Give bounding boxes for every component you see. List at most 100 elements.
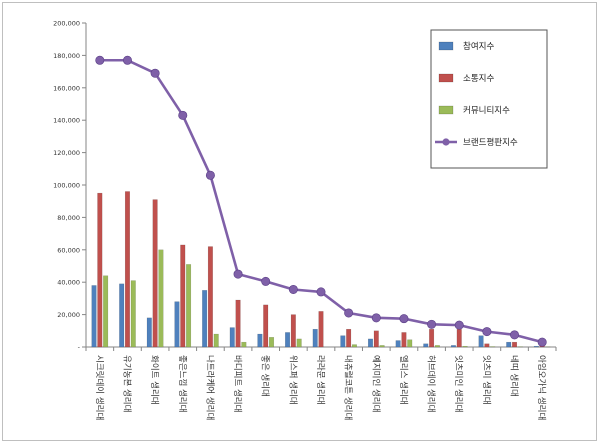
- bar-1: [285, 332, 291, 348]
- x-category-label: 좋은 생리대: [260, 355, 271, 397]
- line-point: [344, 308, 354, 318]
- bar-3: [434, 345, 440, 348]
- bar-3: [158, 249, 164, 348]
- bar-3: [462, 345, 468, 348]
- y-tick-label: 160,000: [53, 84, 80, 92]
- bar-2: [456, 328, 462, 348]
- x-category-label: 엘리스 생리대: [398, 355, 409, 405]
- bar-2: [180, 244, 186, 348]
- x-category-label: 좋은느낌 생리대: [177, 355, 188, 412]
- bar-3: [269, 337, 275, 348]
- legend-swatch: [438, 105, 454, 115]
- bar-2: [263, 304, 269, 348]
- y-tick-label: 120,000: [53, 149, 80, 157]
- y-tick-label: 140,000: [53, 117, 80, 125]
- bar-2: [512, 341, 518, 348]
- line-point: [150, 68, 160, 78]
- line-point: [454, 320, 464, 330]
- legend-label: 참여지수: [463, 41, 494, 52]
- bar-1: [478, 335, 484, 348]
- bar-1: [174, 301, 180, 348]
- legend-swatch: [438, 41, 454, 51]
- bar-2: [373, 330, 379, 348]
- line-point: [178, 110, 188, 120]
- line-point: [427, 319, 437, 329]
- bar-2: [97, 192, 103, 348]
- legend-box: [430, 29, 548, 169]
- legend-label: 소통지수: [463, 74, 494, 84]
- bar-3: [296, 338, 302, 348]
- bar-1: [202, 290, 208, 348]
- x-category-label: 잇츠미인 생리대: [453, 355, 464, 412]
- bar-1: [312, 328, 318, 348]
- x-category-label: 유기농본 생리대: [121, 355, 132, 412]
- x-category-label: 네띠 생리대: [509, 355, 520, 397]
- line-point: [371, 313, 381, 323]
- bar-1: [146, 317, 152, 348]
- x-category-label: 예지미인 생리대: [370, 355, 381, 412]
- x-category-label: 시크릿데이 생리대: [94, 355, 105, 420]
- bar-1: [423, 343, 429, 348]
- bar-2: [401, 332, 407, 348]
- bar-3: [213, 333, 219, 348]
- bar-1: [91, 285, 97, 348]
- y-tick-label: 20,000: [57, 311, 80, 319]
- x-category-label: 바디피트 생리대: [232, 355, 243, 412]
- bar-3: [351, 344, 357, 348]
- bar-2: [290, 314, 296, 348]
- line-point: [316, 287, 326, 297]
- bar-1: [229, 327, 235, 348]
- bar-2: [346, 328, 352, 348]
- bar-1: [367, 338, 373, 348]
- legend-swatch-marker: [442, 138, 450, 146]
- line-point: [510, 330, 520, 340]
- bar-1: [450, 345, 456, 348]
- y-tick-label: 180,000: [53, 52, 80, 60]
- line-point: [537, 337, 547, 347]
- bar-3: [186, 264, 192, 348]
- legend-label: 커뮤니티지수: [463, 105, 510, 116]
- bar-1: [506, 341, 512, 348]
- bar-3: [241, 341, 247, 348]
- line-point: [261, 276, 271, 286]
- y-tick-label: -: [78, 344, 81, 352]
- legend-swatch: [438, 73, 454, 83]
- bar-3: [130, 280, 136, 348]
- line-point: [482, 327, 492, 337]
- bar-3: [103, 275, 109, 348]
- x-category-label: 위스퍼 생리대: [287, 355, 298, 405]
- bar-2: [152, 199, 158, 348]
- bar-2: [318, 311, 324, 348]
- y-tick-label: 40,000: [57, 279, 80, 287]
- line-point: [122, 55, 132, 65]
- bar-2: [484, 343, 490, 348]
- x-category-label: 화이트 생리대: [149, 355, 160, 405]
- y-tick-label: 100,000: [53, 182, 80, 190]
- bar-1: [395, 340, 401, 348]
- bar-2: [207, 246, 213, 348]
- x-category-label: 나트라케어 생리대: [204, 355, 215, 420]
- bar-1: [340, 335, 346, 348]
- bar-1: [533, 345, 539, 348]
- line-point: [399, 314, 409, 324]
- x-category-label: 라라문 생리대: [315, 355, 326, 405]
- x-category-label: 허브데이 생리대: [426, 355, 437, 412]
- x-category-label: 잇츠미 생리대: [481, 355, 492, 405]
- bar-3: [407, 339, 413, 348]
- bar-2: [235, 299, 241, 348]
- y-tick-label: 60,000: [57, 246, 80, 254]
- bar-3: [379, 345, 385, 348]
- line-point: [205, 170, 215, 180]
- y-tick-label: 200,000: [53, 20, 80, 28]
- bar-2: [124, 191, 130, 348]
- y-tick-label: 80,000: [57, 214, 80, 222]
- bar-1: [119, 283, 125, 348]
- line-point: [233, 269, 243, 279]
- combo-chart: - 20,000 40,000 60,000 80,000 100,000 120,000 1…: [53, 20, 557, 420]
- line-point: [288, 284, 298, 294]
- bar-2: [429, 328, 435, 348]
- x-category-label: 아임오가닉 생리대: [536, 355, 547, 420]
- bar-1: [257, 333, 263, 348]
